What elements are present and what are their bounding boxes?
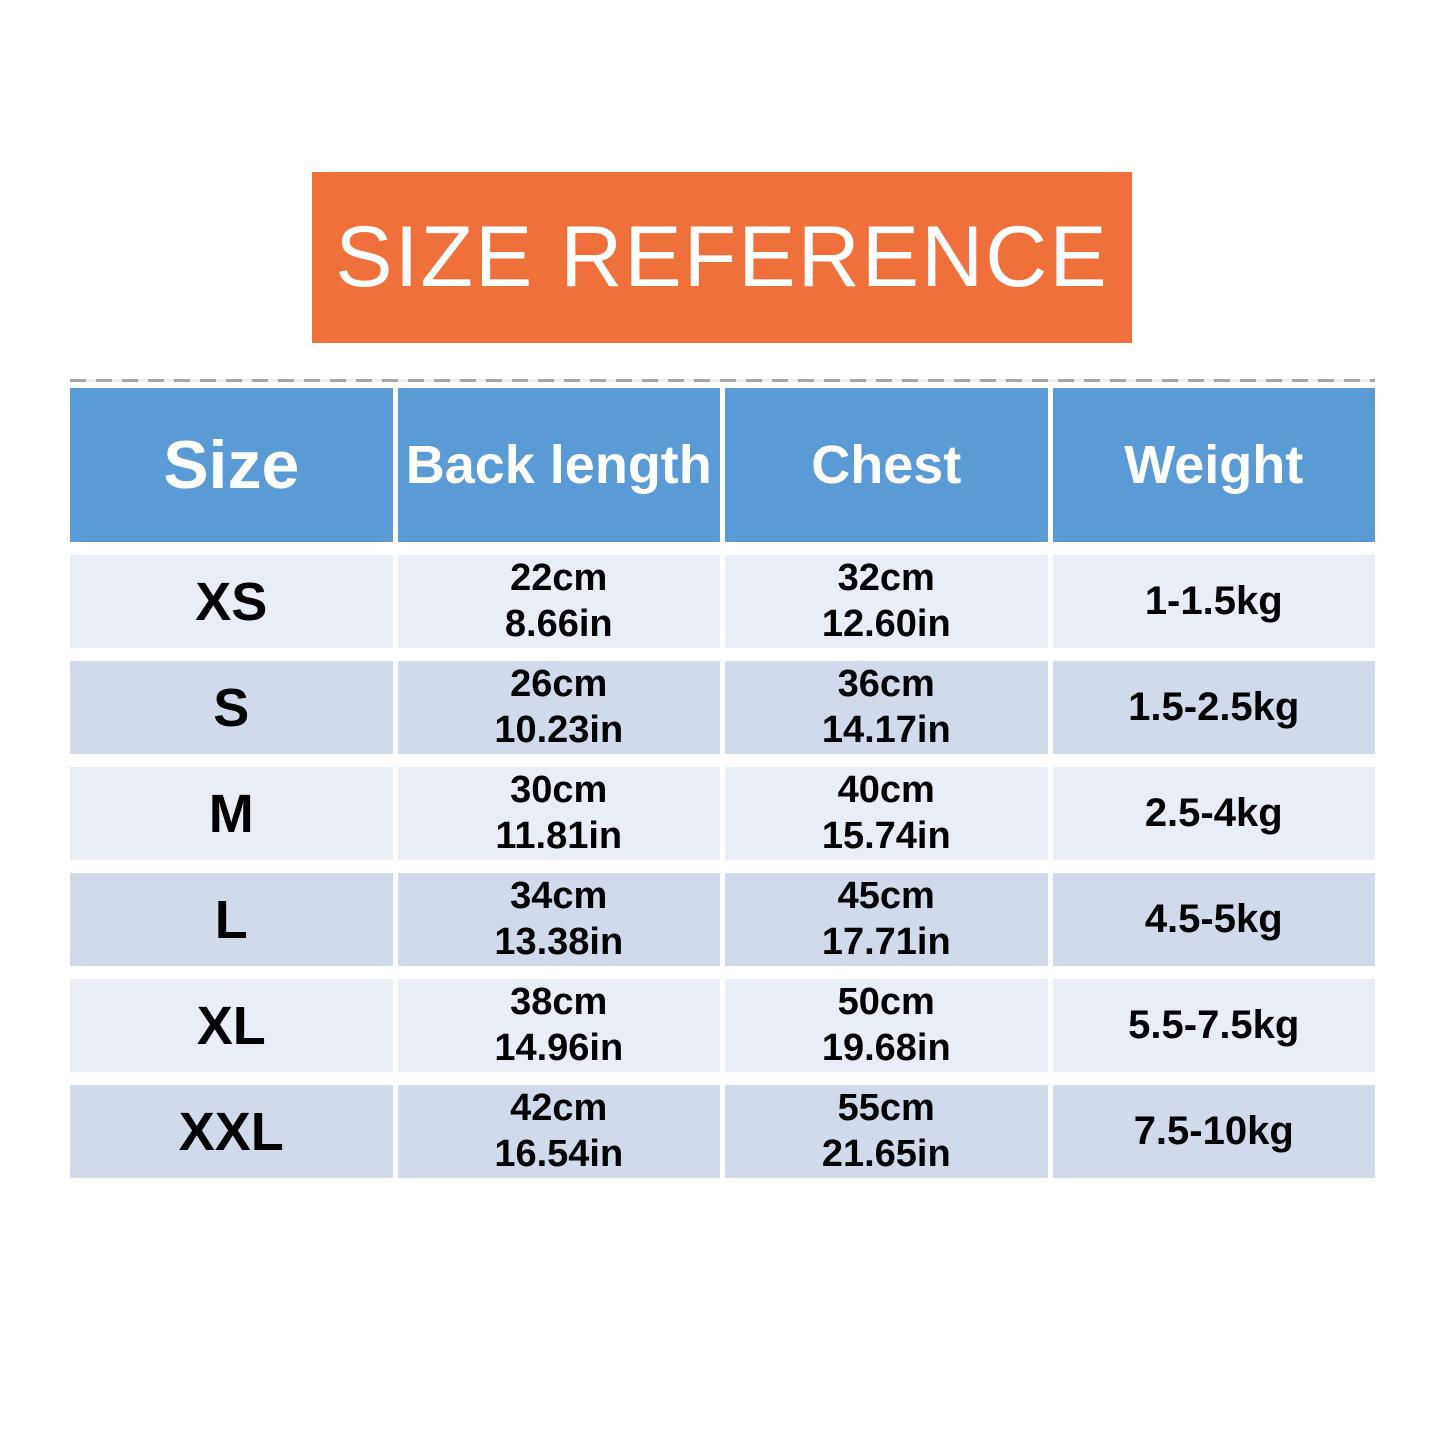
chest-value: 50cm 19.68in: [725, 979, 1048, 1072]
column-header-back-length: Back length: [397, 388, 720, 542]
size-label: XS: [70, 555, 393, 648]
size-table-grid: Size Back length Chest Weight XS 22cm 8.…: [70, 388, 1375, 1178]
cm-line: 50cm: [837, 980, 935, 1023]
cm-line: 26cm: [510, 662, 608, 705]
column-header-size: Size: [70, 388, 393, 542]
in-line: 10.23in: [494, 708, 624, 751]
back-length-value: 30cm 11.81in: [397, 767, 720, 860]
weight-value: 5.5-7.5kg: [1052, 979, 1375, 1072]
in-line: 15.74in: [821, 814, 951, 857]
size-table: Size Back length Chest Weight XS 22cm 8.…: [70, 379, 1375, 1178]
size-label: S: [70, 661, 393, 754]
column-header-weight: Weight: [1052, 388, 1375, 542]
cm-line: 38cm: [510, 980, 608, 1023]
cm-line: 36cm: [837, 662, 935, 705]
back-length-value: 34cm 13.38in: [397, 873, 720, 966]
in-line: 19.68in: [821, 1026, 951, 1069]
cm-line: 30cm: [510, 768, 608, 811]
weight-value: 7.5-10kg: [1052, 1085, 1375, 1178]
in-line: 8.66in: [504, 602, 613, 645]
banner: SIZE REFERENCE: [312, 172, 1132, 343]
banner-title: SIZE REFERENCE: [335, 209, 1109, 305]
size-label: XL: [70, 979, 393, 1072]
in-line: 17.71in: [821, 920, 951, 963]
in-line: 14.17in: [821, 708, 951, 751]
column-header-chest: Chest: [725, 388, 1048, 542]
chest-value: 32cm 12.60in: [725, 555, 1048, 648]
cm-line: 45cm: [837, 874, 935, 917]
weight-value: 4.5-5kg: [1052, 873, 1375, 966]
in-line: 21.65in: [821, 1132, 951, 1175]
size-label: M: [70, 767, 393, 860]
in-line: 11.81in: [495, 814, 623, 857]
weight-value: 2.5-4kg: [1052, 767, 1375, 860]
back-length-value: 42cm 16.54in: [397, 1085, 720, 1178]
cm-line: 32cm: [837, 556, 935, 599]
cm-line: 34cm: [510, 874, 608, 917]
table-top-line: [70, 379, 1375, 382]
cm-line: 22cm: [510, 556, 608, 599]
size-label: L: [70, 873, 393, 966]
weight-value: 1.5-2.5kg: [1052, 661, 1375, 754]
chest-value: 36cm 14.17in: [725, 661, 1048, 754]
back-length-value: 38cm 14.96in: [397, 979, 720, 1072]
in-line: 12.60in: [821, 602, 951, 645]
weight-value: 1-1.5kg: [1052, 555, 1375, 648]
chest-value: 45cm 17.71in: [725, 873, 1048, 966]
back-length-value: 26cm 10.23in: [397, 661, 720, 754]
back-length-value: 22cm 8.66in: [397, 555, 720, 648]
cm-line: 42cm: [510, 1086, 608, 1129]
in-line: 14.96in: [494, 1026, 624, 1069]
in-line: 16.54in: [494, 1132, 624, 1175]
cm-line: 55cm: [837, 1086, 935, 1129]
cm-line: 40cm: [837, 768, 935, 811]
chest-value: 55cm 21.65in: [725, 1085, 1048, 1178]
size-label: XXL: [70, 1085, 393, 1178]
in-line: 13.38in: [494, 920, 624, 963]
chest-value: 40cm 15.74in: [725, 767, 1048, 860]
